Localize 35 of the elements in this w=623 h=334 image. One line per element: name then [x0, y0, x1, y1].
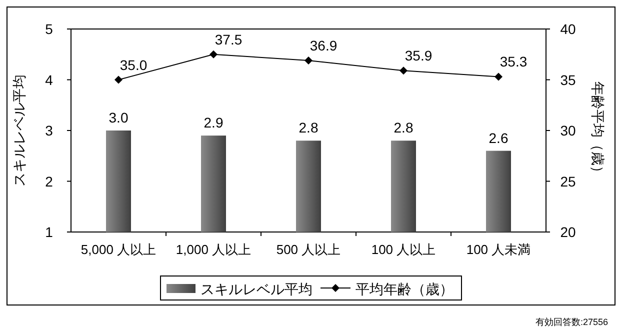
y-tick-label: 3: [45, 122, 54, 138]
point: [210, 50, 218, 58]
data-label: 2.8: [394, 120, 414, 136]
legend-label: 平均年齢（歳）: [356, 281, 454, 297]
legend-label: スキルレベル平均: [200, 281, 312, 297]
data-label: 35.9: [404, 48, 432, 64]
data-label: 3.0: [108, 110, 128, 126]
y2-axis-title: 年齢平均（歳）: [590, 82, 606, 180]
point: [494, 72, 502, 81]
y-tick-label: 4: [45, 72, 54, 88]
data-label: 37.5: [214, 31, 242, 48]
x-tick-label: 100 人以上: [371, 242, 436, 257]
data-label: 35.3: [500, 54, 528, 70]
text: 有効回答数:27556: [535, 317, 608, 327]
y2-tick-label: 40: [560, 21, 576, 37]
point: [114, 76, 122, 84]
x-tick-label: 500 人以上: [276, 242, 341, 257]
y2-tick-label: 20: [560, 224, 576, 240]
data-label: 36.9: [310, 37, 338, 54]
x-tick-label: 1,000 人以上: [176, 242, 252, 257]
y2-tick-label: 30: [560, 122, 576, 138]
point: [304, 56, 312, 64]
y2-tick-label: 25: [560, 173, 576, 190]
point: [400, 66, 408, 75]
x-tick-label: 100 人未満: [466, 242, 531, 257]
y-tick-label: 2: [45, 173, 54, 190]
data-label: 35.0: [120, 56, 148, 73]
x-tick-label: 5,000 人以上: [80, 242, 156, 257]
data-label: 2.8: [298, 120, 318, 136]
data-label: 2.6: [488, 130, 508, 146]
y-tick-label: 1: [45, 224, 54, 240]
y2-tick-label: 35: [560, 72, 576, 88]
y-tick-label: 5: [45, 21, 54, 37]
y-axis-title: スキルレベル平均: [11, 74, 27, 186]
data-label: 2.9: [204, 114, 224, 131]
